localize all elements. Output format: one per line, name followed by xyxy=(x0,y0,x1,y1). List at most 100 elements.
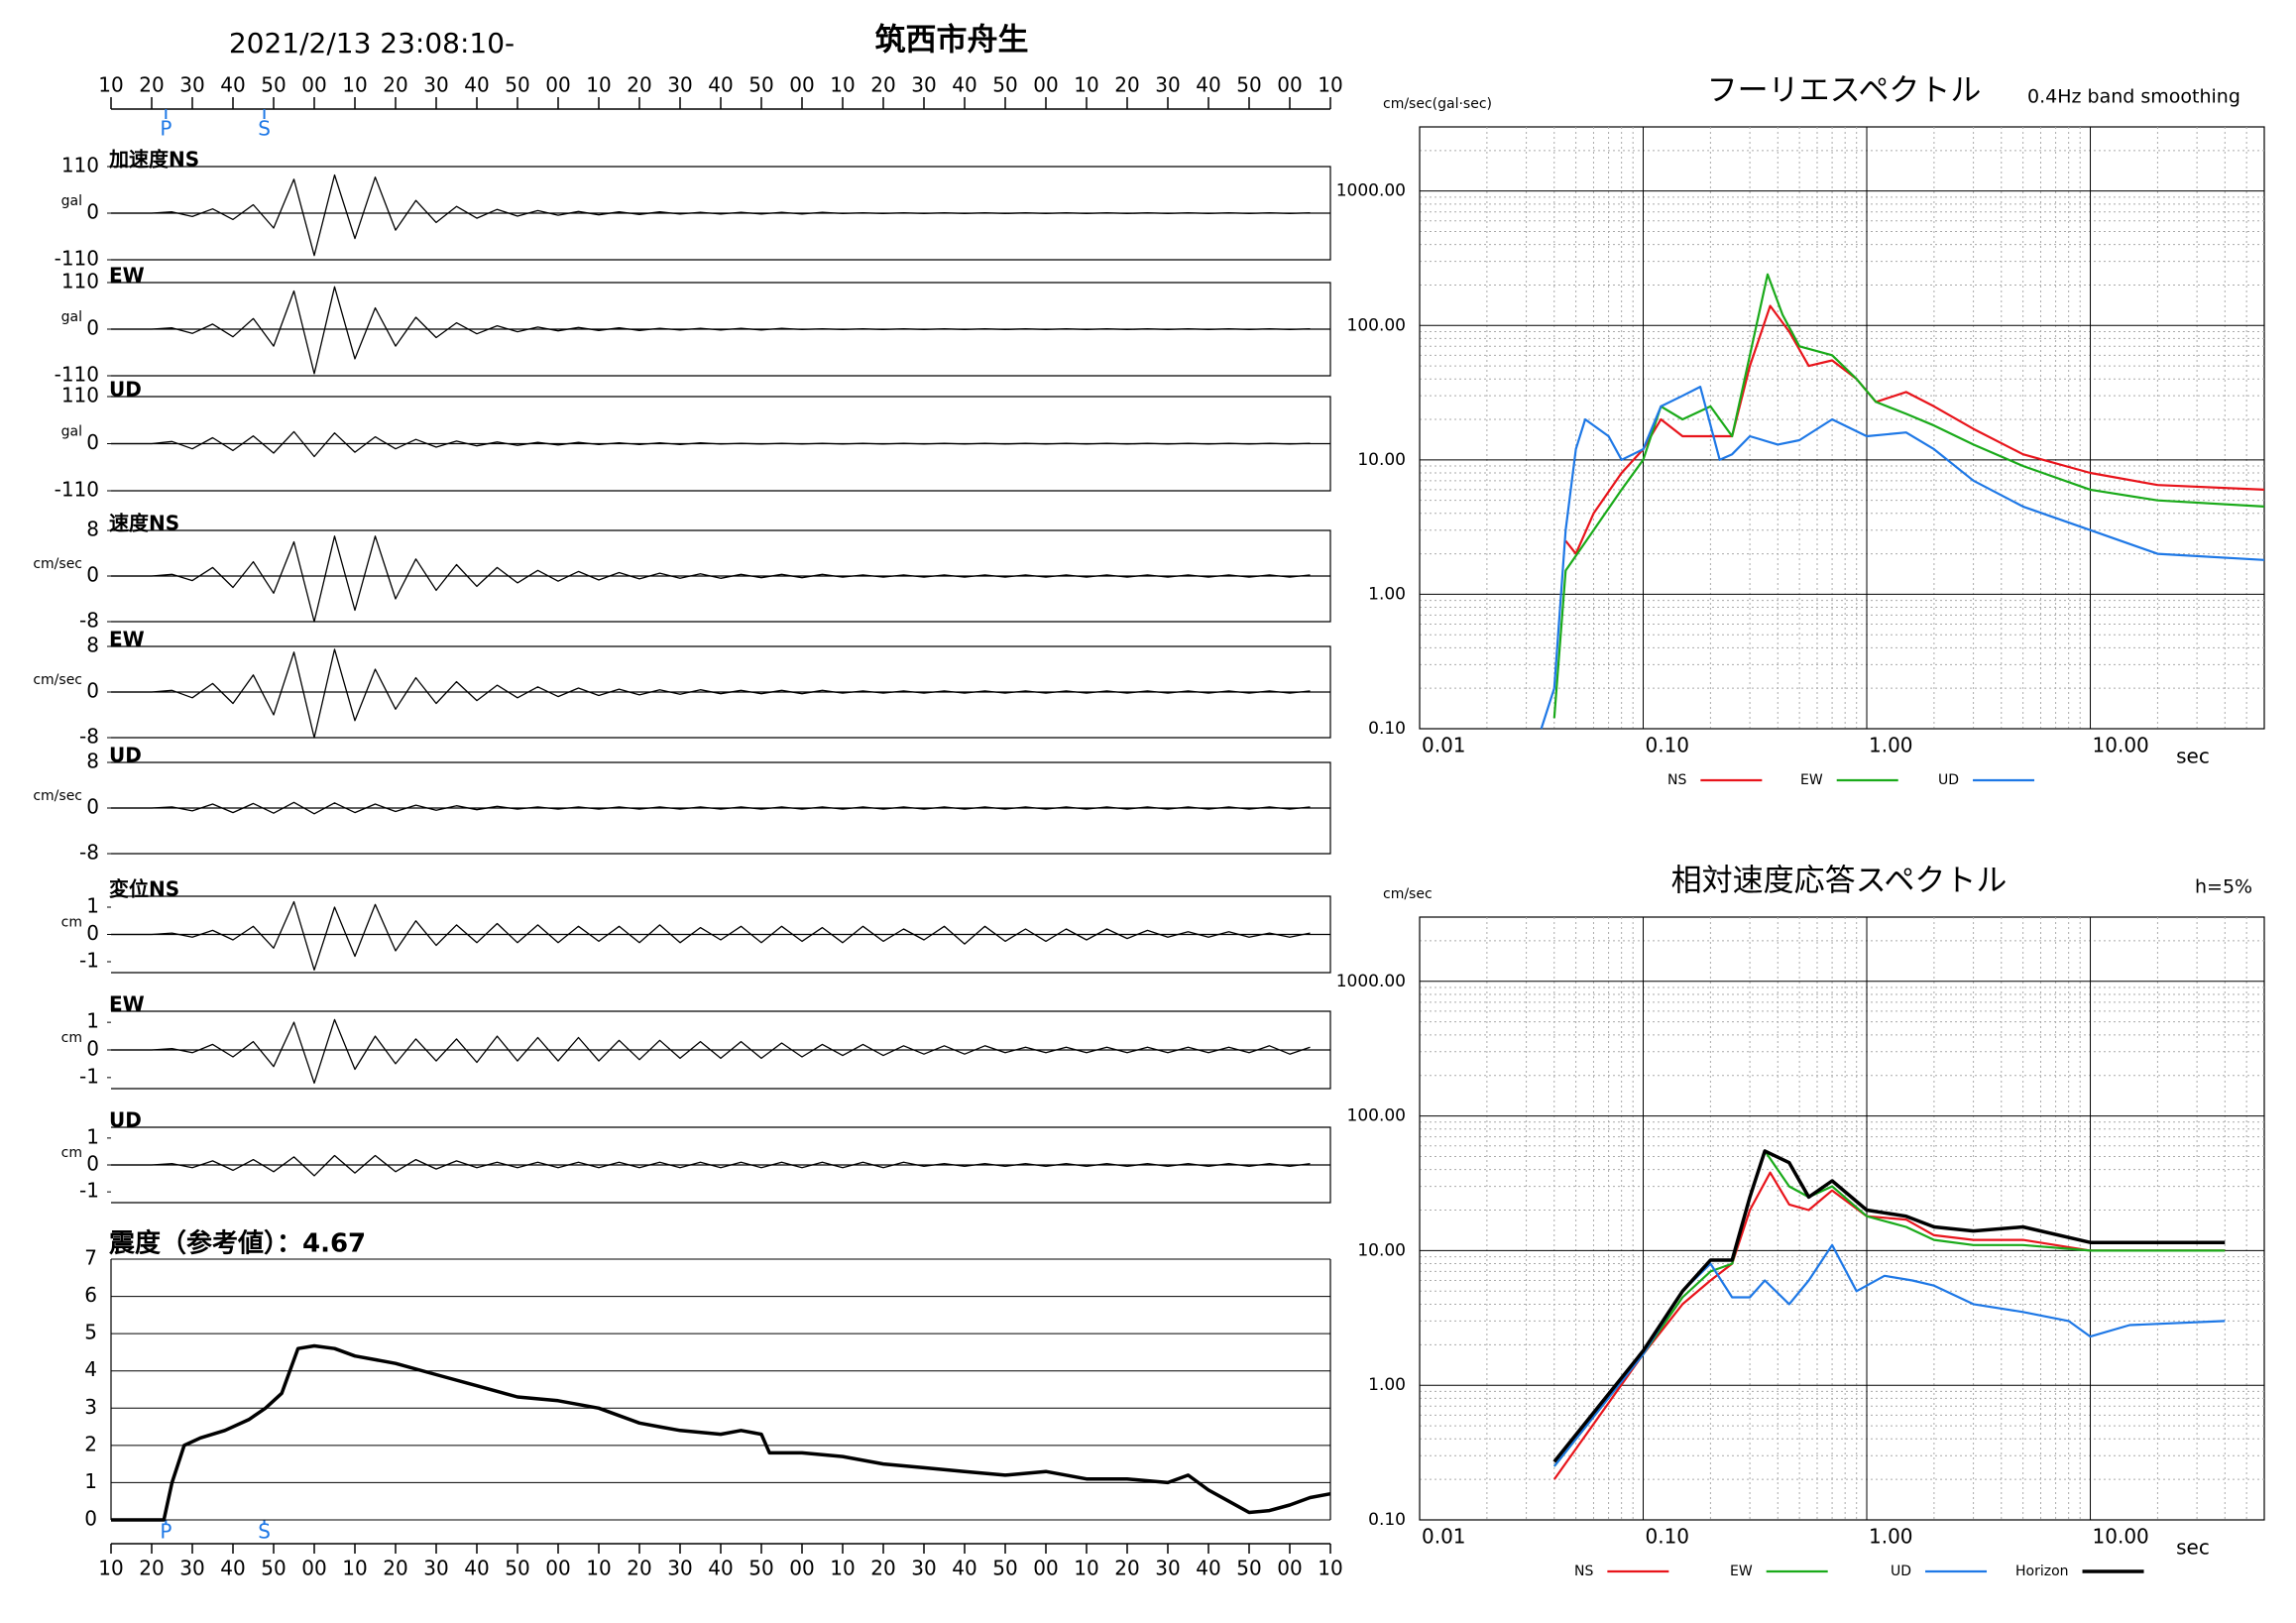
y-tick-label: 4 xyxy=(84,1357,97,1381)
waveform xyxy=(111,1154,1311,1177)
trace-name: EW xyxy=(109,264,145,288)
spectrum-line xyxy=(1552,1243,2226,1467)
x-tick-label: 50 xyxy=(1236,1557,1261,1580)
x-tick-label: 0.10 xyxy=(1646,734,1690,757)
y-tick-label: -1 xyxy=(79,1179,99,1203)
y-tick-label: 6 xyxy=(84,1283,97,1307)
x-tick-label: 00 xyxy=(789,73,814,97)
x-tick-label: 00 xyxy=(1277,1557,1302,1580)
y-tick-label: -1 xyxy=(79,949,99,973)
spectrum-line xyxy=(1564,304,2265,555)
waveform xyxy=(111,286,1311,375)
legend-label: NS xyxy=(1574,1564,1593,1579)
waveform xyxy=(111,801,1311,815)
y-tick-label: 8 xyxy=(86,518,99,541)
x-tick-label: 10 xyxy=(586,73,611,97)
y-tick-label: -110 xyxy=(55,363,99,387)
chart-subtitle: h=5% xyxy=(2195,876,2252,898)
waveform xyxy=(111,648,1311,739)
x-tick-label: 1.00 xyxy=(1869,1525,1913,1549)
x-tick-label: 30 xyxy=(1155,73,1180,97)
y-tick-label: 0 xyxy=(86,921,99,945)
x-tick-label: 50 xyxy=(1236,73,1261,97)
x-tick-label: 20 xyxy=(870,73,895,97)
x-tick-label: 0.10 xyxy=(1646,1525,1690,1549)
x-tick-label: 10 xyxy=(586,1557,611,1580)
legend-label: Horizon xyxy=(2015,1564,2069,1579)
x-tick-label: 40 xyxy=(220,73,245,97)
x-tick-label: 10 xyxy=(1074,73,1098,97)
legend-label: EW xyxy=(1800,772,1823,788)
x-tick-label: 50 xyxy=(992,73,1017,97)
x-tick-label: 20 xyxy=(1114,73,1139,97)
x-tick-label: 10 xyxy=(1318,73,1342,97)
x-tick-label: 40 xyxy=(464,73,489,97)
x-tick-label: 40 xyxy=(1196,1557,1220,1580)
unit-label: cm xyxy=(61,1145,82,1161)
x-tick-label: 1.00 xyxy=(1869,734,1913,757)
x-tick-label: 20 xyxy=(139,1557,164,1580)
y-tick-label: 2 xyxy=(84,1432,97,1455)
x-tick-label: 50 xyxy=(261,1557,286,1580)
spectrum-line xyxy=(1552,273,2265,719)
y-tick-label: 1 xyxy=(86,1009,99,1033)
y-tick-label: 1 xyxy=(86,1124,99,1148)
x-tick-label: 10.00 xyxy=(2093,1525,2149,1549)
y-tick-label: 0 xyxy=(86,430,99,454)
phase-label: S xyxy=(258,1520,271,1544)
x-tick-label: 30 xyxy=(179,1557,204,1580)
x-tick-label: 40 xyxy=(708,73,733,97)
x-tick-label: 10 xyxy=(830,73,855,97)
spectrum-line xyxy=(1552,1149,2226,1463)
x-tick-label: 00 xyxy=(1033,1557,1058,1580)
x-tick-label: 10 xyxy=(1318,1557,1342,1580)
x-tick-label: 40 xyxy=(708,1557,733,1580)
datetime: 2021/2/13 23:08:10- xyxy=(229,27,515,59)
x-tick-label: 00 xyxy=(1277,73,1302,97)
y-tick-label: 1.00 xyxy=(1368,584,1406,604)
y-tick-label: 7 xyxy=(84,1246,97,1270)
y-axis-label: cm/sec xyxy=(1383,886,1433,902)
y-tick-label: -8 xyxy=(79,725,99,749)
trace-name: UD xyxy=(109,1108,142,1132)
x-tick-label: 20 xyxy=(383,1557,407,1580)
y-tick-label: 110 xyxy=(61,270,99,293)
trace-name: 速度NS xyxy=(109,512,179,535)
y-tick-label: 0 xyxy=(86,563,99,587)
x-tick-label: 30 xyxy=(179,73,204,97)
y-tick-label: 10.00 xyxy=(1357,1240,1406,1260)
x-tick-label: 50 xyxy=(748,73,773,97)
x-tick-label: 20 xyxy=(870,1557,895,1580)
trace-name: UD xyxy=(109,378,142,402)
spectrum-line xyxy=(1540,386,2265,730)
x-tick-label: 00 xyxy=(301,73,326,97)
y-tick-label: -8 xyxy=(79,841,99,865)
spectrum-line xyxy=(1552,1171,2226,1480)
y-tick-label: -110 xyxy=(55,247,99,271)
x-tick-label: 0.01 xyxy=(1422,734,1466,757)
y-tick-label: 100.00 xyxy=(1347,1106,1406,1126)
y-tick-label: 8 xyxy=(86,634,99,657)
y-tick-label: -1 xyxy=(79,1064,99,1088)
legend-label: EW xyxy=(1730,1564,1753,1579)
y-axis-label: cm/sec(gal·sec) xyxy=(1383,96,1492,112)
x-tick-label: 20 xyxy=(627,1557,651,1580)
x-tick-label: 20 xyxy=(383,73,407,97)
station: 筑西市舟生 xyxy=(875,23,1029,58)
y-tick-label: 0 xyxy=(86,316,99,340)
x-tick-label: 10 xyxy=(342,73,367,97)
y-tick-label: 1 xyxy=(84,1469,97,1493)
chart-subtitle: 0.4Hz band smoothing xyxy=(2027,86,2240,108)
x-tick-label: 40 xyxy=(952,73,976,97)
x-tick-label: 50 xyxy=(992,1557,1017,1580)
x-axis-label: sec xyxy=(2176,1536,2210,1560)
y-tick-label: 0.10 xyxy=(1368,719,1406,739)
chart-title: フーリエスペクトル xyxy=(1707,73,1982,109)
y-tick-label: 5 xyxy=(84,1321,97,1344)
x-tick-label: 00 xyxy=(545,1557,570,1580)
y-tick-label: 1 xyxy=(86,894,99,918)
unit-label: cm xyxy=(61,1030,82,1046)
x-tick-label: 10 xyxy=(1074,1557,1098,1580)
y-tick-label: 0 xyxy=(86,1037,99,1061)
